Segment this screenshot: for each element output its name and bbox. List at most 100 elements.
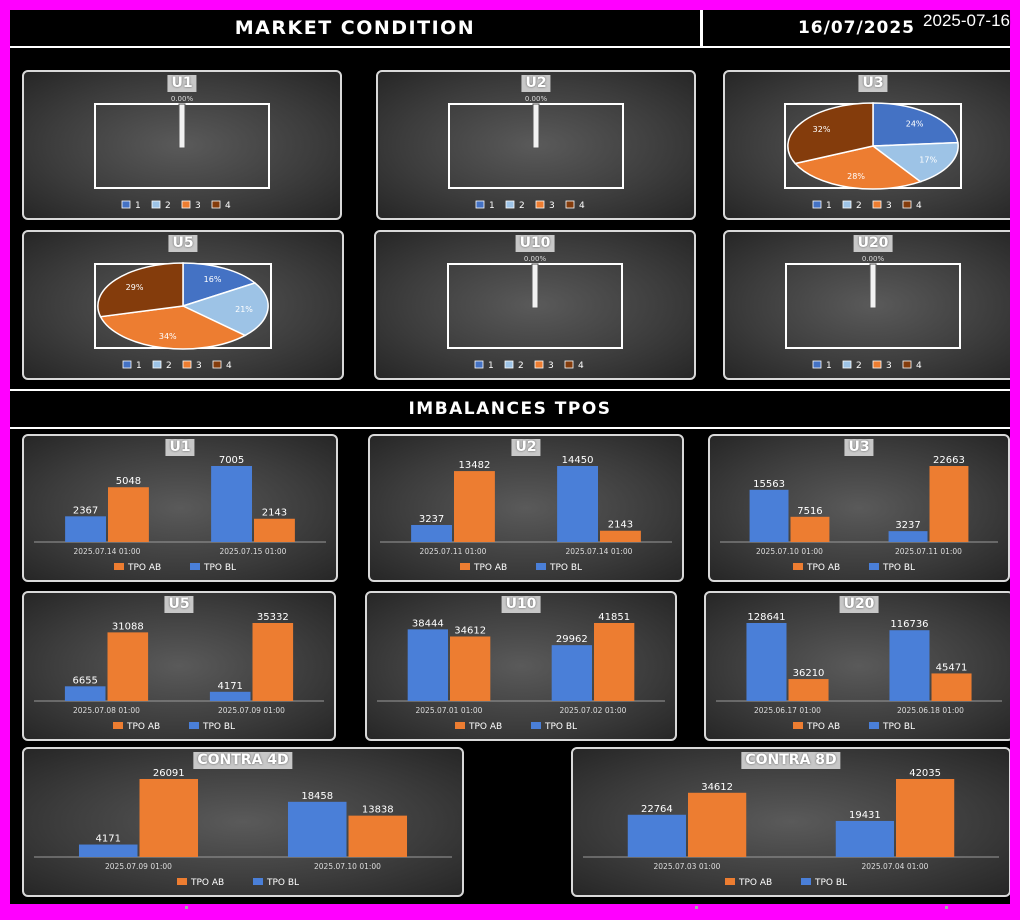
pie-slice xyxy=(180,282,269,337)
x-tick-label: 2025.07.03 01:00 xyxy=(654,862,721,871)
bar-panel-contra-8d: 22764 34612 2025.07.03 01:00 19431 42035 2025… xyxy=(571,747,1010,897)
chart-title: U2 xyxy=(511,439,541,456)
x-tick-label: 2025.07.02 01:00 xyxy=(560,706,627,715)
bar-panel-u1: 2367 5048 2025.07.14 01:00 7005 2143 2025.07.… xyxy=(22,434,338,582)
bar xyxy=(600,530,641,542)
section-rule-top xyxy=(10,389,1010,391)
bar-panel-u2: 3237 13482 2025.07.11 01:00 14450 2143 2025.0… xyxy=(368,434,684,582)
bar xyxy=(627,814,686,857)
bar-chart-svg: 22764 34612 2025.07.03 01:00 19431 42035 2025… xyxy=(583,768,999,888)
scroll-marker xyxy=(185,906,188,909)
data-label: 42035 xyxy=(909,768,941,779)
x-tick-label: 2025.06.18 01:00 xyxy=(897,706,964,715)
bar xyxy=(107,632,149,701)
legend-label: TPO AB xyxy=(190,878,224,888)
data-label: 14450 xyxy=(562,455,594,466)
chart-title: U20 xyxy=(839,596,879,613)
data-label: 5048 xyxy=(116,476,141,487)
pie-chart-svg: 0.00% 1 2 3 4 xyxy=(94,95,270,211)
x-tick-label: 2025.07.10 01:00 xyxy=(314,862,381,871)
pie-panel-u2: 0.00% 1 2 3 4 U2 xyxy=(376,70,696,220)
data-label: 4171 xyxy=(96,834,121,845)
bar xyxy=(746,623,787,701)
legend-swatch xyxy=(531,722,541,729)
x-tick-label: 2025.06.17 01:00 xyxy=(754,706,821,715)
data-label: 116736 xyxy=(890,619,928,630)
bar xyxy=(594,623,635,701)
legend-swatch xyxy=(152,360,162,369)
data-label: 35332 xyxy=(257,612,289,623)
data-label: 21% xyxy=(235,305,253,314)
bar-chart-svg: 128641 36210 2025.06.17 01:00 116736 45471 20… xyxy=(716,612,1002,732)
legend-label: TPO BL xyxy=(544,722,577,732)
legend-label: 2 xyxy=(519,201,525,211)
data-label: 0.00% xyxy=(862,255,885,263)
pie-slice xyxy=(532,103,540,149)
x-tick-label: 2025.07.15 01:00 xyxy=(220,547,287,556)
legend-swatch xyxy=(211,200,221,209)
legend-label: 4 xyxy=(579,201,585,211)
data-label: 29962 xyxy=(556,634,588,645)
data-label: 3237 xyxy=(895,520,920,531)
data-label: 6655 xyxy=(72,675,97,686)
data-label: 29% xyxy=(126,283,144,292)
legend-label: TPO AB xyxy=(468,722,502,732)
legend-swatch xyxy=(182,360,192,369)
data-label: 24% xyxy=(906,119,924,128)
legend-label: 3 xyxy=(195,201,201,211)
bar xyxy=(454,471,495,542)
bar xyxy=(749,489,789,542)
legend-label: 4 xyxy=(226,361,232,371)
pie-slice xyxy=(531,263,539,309)
chart-title: U5 xyxy=(164,596,194,613)
legend-swatch xyxy=(190,563,200,570)
chart-title: U3 xyxy=(844,439,874,456)
bar xyxy=(551,645,592,701)
legend-swatch xyxy=(181,200,191,209)
data-label: 7516 xyxy=(797,506,822,517)
legend-swatch xyxy=(151,200,161,209)
pie-panel-u5: 16% 21% 34% 29% 1 2 3 4 U5 xyxy=(22,230,344,380)
bar xyxy=(348,815,408,857)
data-label: 4171 xyxy=(217,681,242,692)
legend-label: 2 xyxy=(166,361,172,371)
legend-label: 3 xyxy=(886,201,892,211)
x-tick-label: 2025.07.14 01:00 xyxy=(74,547,141,556)
data-label: 36210 xyxy=(793,668,825,679)
legend-swatch xyxy=(564,360,574,369)
legend-swatch xyxy=(121,200,131,209)
legend-label: TPO AB xyxy=(806,563,840,573)
legend-label: TPO BL xyxy=(266,878,299,888)
legend-label: 3 xyxy=(886,361,892,371)
chart-title: CONTRA 4D xyxy=(193,752,293,769)
legend-label: TPO AB xyxy=(127,563,161,573)
data-label: 34% xyxy=(159,332,177,341)
bar-chart-svg: 3237 13482 2025.07.11 01:00 14450 2143 2025.0… xyxy=(380,455,672,573)
data-label: 38444 xyxy=(412,618,444,629)
legend-swatch xyxy=(253,878,263,885)
legend-label: TPO BL xyxy=(882,563,915,573)
bar-chart-svg: 15563 7516 2025.07.10 01:00 3237 22663 2025.0… xyxy=(720,455,998,573)
bar xyxy=(287,801,347,857)
legend-label: 1 xyxy=(136,361,142,371)
legend-swatch xyxy=(842,360,852,369)
legend-label: TPO BL xyxy=(202,722,235,732)
bar xyxy=(252,623,294,701)
legend-label: TPO BL xyxy=(203,563,236,573)
data-label: 28% xyxy=(847,172,865,181)
legend-label: TPO AB xyxy=(473,563,507,573)
legend-label: 4 xyxy=(916,361,922,371)
pie-slice xyxy=(178,103,186,149)
chart-title: U10 xyxy=(515,235,555,252)
legend-label: TPO BL xyxy=(814,878,847,888)
header-rule xyxy=(10,46,1010,48)
legend-swatch xyxy=(872,360,882,369)
data-label: 0.00% xyxy=(524,255,547,263)
pie-slice xyxy=(869,263,877,309)
bar xyxy=(211,466,252,542)
data-label: 45471 xyxy=(936,662,968,673)
chart-title: U1 xyxy=(167,75,197,92)
pie-chart-svg: 0.00% 1 2 3 4 xyxy=(448,95,624,211)
chart-title: U20 xyxy=(853,235,893,252)
bar xyxy=(790,516,830,542)
